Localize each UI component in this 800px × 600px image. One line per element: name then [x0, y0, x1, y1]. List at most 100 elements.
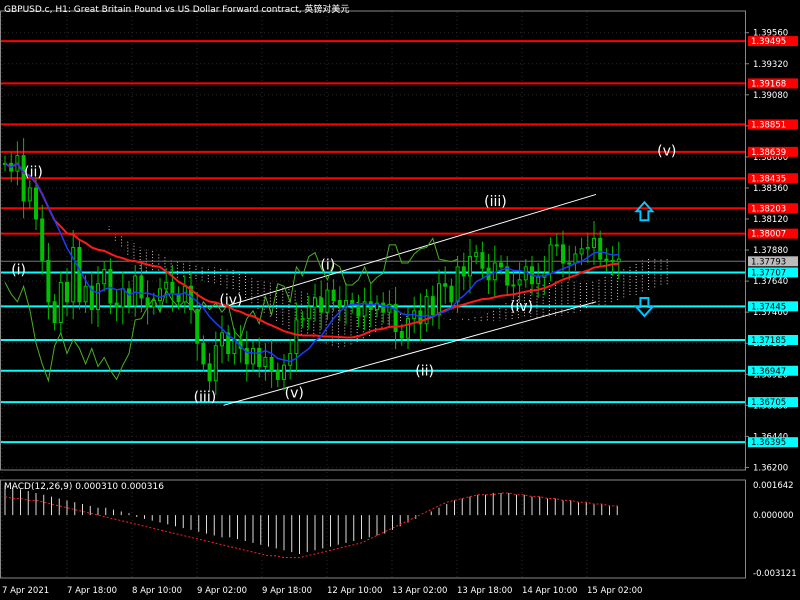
candle-body [89, 285, 94, 311]
time-tick-label: 9 Apr 18:00 [262, 586, 312, 596]
resistance-tag [748, 119, 798, 130]
candle-body [567, 262, 572, 265]
support-tag [748, 334, 798, 345]
candle-body [46, 259, 51, 303]
candle-body [505, 266, 510, 286]
chikou-line [4, 237, 458, 383]
candle-body [282, 364, 286, 380]
candle-body [145, 297, 150, 308]
price-tick-label: 1.39320 [753, 60, 788, 70]
support-tag [748, 397, 798, 408]
candle-body [263, 356, 268, 367]
lagging-line [4, 237, 458, 383]
resistance-label: 1.38435 [751, 174, 786, 184]
candle-body [356, 305, 361, 317]
candle-body [83, 285, 88, 303]
candle-body [511, 284, 516, 287]
candle-body [213, 345, 218, 382]
candle-body [288, 353, 293, 366]
candle-body [437, 283, 441, 316]
resistance-label: 1.38007 [751, 230, 786, 240]
ma-blue-line [4, 162, 619, 363]
time-tick-label: 8 Apr 10:00 [132, 586, 182, 596]
candle-body [313, 297, 317, 308]
candles [3, 138, 621, 395]
trend-channel [223, 193, 597, 406]
main-frame [0, 10, 746, 471]
support-label: 1.36395 [751, 438, 786, 448]
candle-body [176, 293, 181, 303]
candle-body [554, 244, 559, 247]
grid [0, 12, 745, 578]
candle-body [561, 244, 565, 264]
support-tag [748, 437, 798, 448]
candle-body [585, 246, 590, 250]
support-label: 1.37185 [751, 336, 786, 346]
axes [0, 10, 746, 579]
price-levels [0, 40, 745, 444]
candle-body [108, 268, 113, 304]
support-label: 1.36705 [751, 398, 786, 408]
candle-body [319, 297, 324, 313]
candle-body [226, 332, 231, 355]
support-label: 1.36947 [751, 367, 786, 377]
candle-body [350, 300, 355, 307]
candle-body [468, 256, 472, 277]
candle-body [393, 303, 398, 333]
time-tick-label: 7 Apr 2021 [2, 586, 49, 596]
wave-label: (iv) [219, 292, 242, 308]
candle-body [300, 318, 305, 321]
candle-body [27, 187, 32, 202]
channel-upper [223, 193, 597, 308]
signal-arrows [634, 200, 655, 318]
resistance-label: 1.38639 [751, 148, 786, 158]
candle-body [443, 283, 448, 287]
wave-label: (iv) [510, 299, 533, 315]
candle-body [455, 266, 460, 303]
time-tick-label: 13 Apr 02:00 [392, 586, 447, 596]
candle-body [406, 318, 410, 339]
macd-tick-label: -0.003121 [753, 569, 797, 579]
candle-body [71, 246, 76, 303]
candle-body [480, 252, 485, 269]
price-tick-label: 1.38120 [753, 215, 788, 225]
candle-body [151, 300, 156, 308]
candle-body [536, 276, 541, 285]
support-tag [748, 365, 798, 376]
wave-label: (i) [320, 257, 335, 273]
candle-body [21, 155, 26, 202]
candle-body [598, 237, 603, 260]
candle-body [77, 246, 82, 303]
candle-body [102, 268, 107, 285]
resistance-tag [748, 146, 798, 157]
time-tick-label: 7 Apr 18:00 [67, 586, 117, 596]
price-tick-label: 1.37640 [753, 277, 788, 287]
candle-body [474, 252, 479, 258]
price-tick-label: 1.38360 [753, 184, 788, 194]
candle-body [548, 244, 553, 274]
price-tick-label: 1.36200 [753, 463, 788, 473]
support-label: 1.37445 [751, 302, 786, 312]
price-tick-label: 1.37400 [753, 308, 788, 318]
candle-body [604, 258, 609, 261]
candle-body [275, 369, 280, 380]
arrow-up-icon [634, 200, 655, 222]
price-tick-label: 1.38600 [753, 153, 788, 163]
candle-body [127, 288, 131, 307]
candle-body [387, 303, 392, 313]
candle-body [368, 301, 373, 311]
resistance-tag [748, 78, 798, 89]
candle-body [220, 332, 224, 347]
candle-body [362, 301, 367, 317]
candle-body [499, 262, 503, 268]
time-tick-label: 13 Apr 18:00 [457, 586, 512, 596]
axis-labels: 1.395601.393201.390801.388401.386001.383… [2, 29, 798, 596]
candle-body [381, 302, 386, 313]
wave-label: (i) [11, 263, 26, 279]
candle-body [325, 289, 330, 313]
moving-averages [4, 162, 619, 363]
macd-panel [4, 485, 618, 559]
candle-body [65, 281, 69, 303]
macd-tick-label: 0.001642 [753, 481, 794, 491]
